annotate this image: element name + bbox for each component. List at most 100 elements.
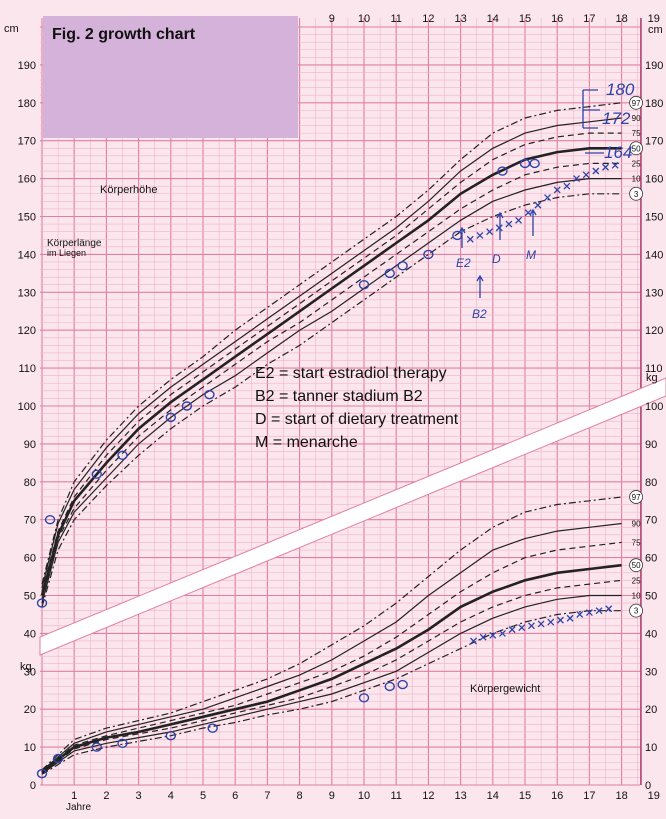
height-cross-point <box>534 201 542 209</box>
y-tick-left: 140 <box>18 249 36 261</box>
weight-percentile-p3 <box>41 610 622 775</box>
y-unit-right: cm <box>648 24 663 36</box>
height-circle-point <box>91 469 102 479</box>
weight-percentile-p97 <box>41 496 622 771</box>
weight-circle-point <box>165 731 177 741</box>
y-tick-left: 40 <box>24 628 36 640</box>
divider-band <box>39 377 666 656</box>
length-sub-label: im Liegen <box>47 248 86 258</box>
weight-cross-point <box>489 631 497 639</box>
height-label: Körperhöhe <box>100 184 158 196</box>
height-cross-point <box>476 231 484 239</box>
height-percentile-p90 <box>41 117 622 589</box>
x-tick-top: 9 <box>329 13 335 25</box>
weight-percentile-label-ring <box>629 490 643 504</box>
y-tick-right: 60 <box>645 553 657 565</box>
legend-d: D = start of dietary treatment <box>255 411 459 428</box>
height-percentile-label-p97: 97 <box>632 99 641 108</box>
length-label: Körperlänge <box>47 238 102 249</box>
y-tick-left: 190 <box>18 60 36 72</box>
y-tick-left: 120 <box>18 325 36 337</box>
height-percentile-p3 <box>41 193 622 608</box>
x-tick-bottom: 7 <box>264 790 270 802</box>
x-tick-top: 12 <box>422 13 434 25</box>
height-circle-point <box>397 261 408 271</box>
x-tick-top: 18 <box>615 13 627 25</box>
y-unit-right-lower: kg <box>646 372 658 384</box>
hand-bracket <box>582 89 604 154</box>
weight-circle-point <box>117 738 128 749</box>
y-tick-left: 180 <box>18 98 36 110</box>
x-tick-top: 11 <box>390 13 401 25</box>
y-tick-left: 100 <box>18 401 36 413</box>
y-tick-right: 30 <box>645 666 657 678</box>
chart-grid <box>40 18 642 786</box>
weight-percentile-label-p50: 50 <box>632 561 641 570</box>
y-tick-right: 90 <box>645 439 657 451</box>
legend-b2: B2 = tanner stadium B2 <box>255 388 423 405</box>
weight-cross-point <box>527 622 535 630</box>
height-cross-point <box>602 163 609 171</box>
height-cross-point <box>573 175 580 183</box>
weight-percentile-p75 <box>41 541 622 772</box>
weight-circle-point <box>207 723 218 733</box>
weight-percentile-label-p25: 25 <box>632 576 641 585</box>
x-tick-bottom: 2 <box>103 790 109 802</box>
handwritten-annotations: 180 172 164 E2 D M B2 <box>456 80 635 321</box>
height-circle-point <box>44 515 56 525</box>
weight-cross-point <box>566 614 574 622</box>
y-tick-left: 10 <box>24 742 36 754</box>
weight-percentile-p90 <box>41 522 622 772</box>
y-unit-left: cm <box>4 23 19 35</box>
height-circle-point <box>36 598 48 608</box>
x-tick-bottom: 13 <box>454 790 466 802</box>
height-cross-point <box>544 194 551 202</box>
weight-percentile-label-p75: 75 <box>632 538 641 547</box>
y-tick-right: 160 <box>645 174 663 186</box>
x-tick-bottom: 6 <box>232 790 238 802</box>
y-tick-right: 50 <box>645 591 657 603</box>
legend: E2 = start estradiol therapy B2 = tanner… <box>255 362 458 454</box>
percentile-curves: 97 90 75 50 25 10 3 97 90 75 50 25 10 3 <box>40 95 643 775</box>
weight-percentile-p10 <box>41 594 622 775</box>
height-percentile-label-p10: 10 <box>632 175 641 184</box>
y-tick-right: 150 <box>645 212 663 224</box>
weight-percentile-label-p97: 97 <box>632 493 641 502</box>
height-percentile-label-ring <box>629 95 643 110</box>
y-tick-right: 130 <box>645 287 663 299</box>
y-tick-left: 60 <box>24 553 36 565</box>
height-circle-point <box>181 401 193 411</box>
weight-cross-point <box>547 618 555 626</box>
x-tick-bottom: 3 <box>136 790 142 802</box>
weight-circle-point <box>397 679 408 690</box>
hand-marker-m: M <box>526 248 536 262</box>
height-circle-point <box>358 280 370 290</box>
y-tick-left: 80 <box>24 477 36 489</box>
weight-percentile-label-ring <box>629 558 643 573</box>
hand-marker-e2: E2 <box>456 256 471 270</box>
x-tick-bottom: 15 <box>519 790 531 802</box>
y-tick-left: 110 <box>18 363 36 375</box>
y-tick-left: 170 <box>18 136 36 148</box>
diagonal-band <box>39 377 666 656</box>
height-cross-point <box>515 216 523 224</box>
height-circle-point <box>529 158 540 169</box>
height-percentile-label-p3: 3 <box>634 190 639 199</box>
height-circle-point <box>204 389 215 400</box>
height-percentile-label-p75: 75 <box>632 129 641 138</box>
y-tick-left: 0 <box>30 780 36 792</box>
y-tick-right: 110 <box>645 363 663 375</box>
y-tick-left: 150 <box>18 212 36 224</box>
height-percentile-label-ring <box>629 186 643 201</box>
x-tick-bottom: 17 <box>583 790 595 802</box>
height-circle-point <box>165 412 177 423</box>
hand-text-180: 180 <box>606 80 635 99</box>
weight-percentile-p50 <box>41 563 622 774</box>
height-circle-point <box>117 450 128 460</box>
weight-cross-point <box>595 607 603 615</box>
x-tick-bottom: 11 <box>390 790 401 802</box>
x-tick-bottom: 10 <box>358 790 370 802</box>
height-percentile-label-ring <box>629 141 643 156</box>
hand-text-164: 164 <box>604 143 632 162</box>
